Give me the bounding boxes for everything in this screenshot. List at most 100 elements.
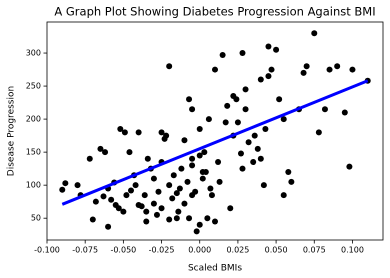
plot-frame bbox=[46, 21, 384, 241]
scatter-point bbox=[135, 129, 142, 136]
x-tick-label: -0.100 bbox=[34, 246, 60, 255]
scatter-point bbox=[189, 155, 196, 162]
x-tick-label: 0.050 bbox=[265, 246, 288, 255]
x-tick-label: -0.050 bbox=[110, 246, 136, 255]
scatter-point bbox=[150, 200, 157, 207]
scatter-point bbox=[143, 218, 150, 225]
scatter-point bbox=[303, 63, 310, 70]
scatter-point bbox=[92, 198, 99, 205]
scatter-point bbox=[239, 165, 246, 172]
scatter-point bbox=[138, 203, 145, 210]
x-axis-label: Scaled BMIs bbox=[188, 264, 242, 274]
scatter-point bbox=[199, 175, 206, 182]
scatter-point bbox=[163, 132, 170, 139]
scatter-point bbox=[265, 43, 272, 50]
scatter-point bbox=[239, 50, 246, 57]
scatter-point bbox=[201, 149, 208, 156]
chart-title: A Graph Plot Showing Diabetes Progressio… bbox=[54, 5, 375, 19]
scatter-point bbox=[62, 180, 69, 187]
scatter-point bbox=[105, 223, 112, 230]
scatter-point bbox=[175, 208, 182, 215]
scatter-point bbox=[222, 119, 229, 126]
scatter-point bbox=[74, 182, 81, 189]
scatter-point bbox=[196, 221, 203, 228]
y-tick-label: 50 bbox=[31, 214, 41, 223]
scatter-point bbox=[257, 76, 264, 83]
scatter-point bbox=[349, 66, 356, 73]
scatter-point bbox=[120, 208, 127, 215]
scatter-point bbox=[262, 126, 269, 133]
scatter-point bbox=[260, 182, 267, 189]
scatter-point bbox=[326, 66, 333, 73]
scatter-point bbox=[207, 185, 214, 192]
scatter-point bbox=[234, 119, 241, 126]
scatter-point bbox=[141, 192, 148, 199]
scatter-point bbox=[205, 116, 212, 123]
scatter-point bbox=[212, 218, 218, 225]
scatter-point bbox=[300, 69, 307, 76]
scatter-point bbox=[128, 187, 134, 194]
scatter-point bbox=[155, 188, 162, 195]
scatter-point bbox=[215, 159, 222, 166]
scatter-point bbox=[233, 96, 240, 103]
scatter-point bbox=[265, 73, 272, 80]
scatter-point bbox=[117, 126, 124, 133]
scatter-point bbox=[212, 66, 218, 73]
scatter-point bbox=[196, 126, 203, 133]
scatter-point bbox=[181, 137, 188, 144]
scatter-point bbox=[178, 165, 185, 172]
scatter-point bbox=[173, 190, 180, 197]
scatter-point bbox=[158, 129, 165, 136]
scatter-point bbox=[100, 193, 107, 200]
scatter-point bbox=[321, 106, 328, 113]
y-tick-label: 200 bbox=[26, 115, 41, 124]
scatter-point bbox=[219, 52, 226, 59]
scatter-point bbox=[59, 186, 66, 193]
scatter-point bbox=[108, 196, 115, 203]
scatter-point bbox=[199, 168, 206, 175]
y-tick-label: 250 bbox=[26, 82, 41, 91]
scatter-point bbox=[257, 155, 264, 162]
scatter-point bbox=[97, 145, 104, 152]
scatter-point bbox=[254, 145, 261, 152]
scatter-point bbox=[208, 192, 215, 199]
scatter-point bbox=[126, 149, 133, 156]
scatter-point bbox=[173, 215, 180, 222]
scatter-point bbox=[280, 192, 287, 199]
scatter-point bbox=[150, 175, 157, 182]
scatter-point bbox=[89, 216, 96, 223]
y-axis-label: Disease Progression bbox=[7, 86, 17, 176]
scatter-point bbox=[123, 192, 130, 199]
scatter-point bbox=[251, 132, 258, 139]
x-tick-label: -0.075 bbox=[72, 246, 98, 255]
scatter-point bbox=[242, 86, 249, 93]
scatter-point bbox=[115, 205, 122, 212]
scatter-point bbox=[346, 163, 353, 170]
scatter-point bbox=[237, 150, 244, 157]
scatter-point bbox=[186, 96, 193, 103]
scatter-point bbox=[166, 216, 173, 223]
scatter-point bbox=[245, 139, 252, 146]
x-tick-label: 0.025 bbox=[226, 246, 249, 255]
scatter-point bbox=[341, 109, 348, 116]
scatter-point bbox=[315, 129, 322, 136]
scatter-point bbox=[189, 162, 196, 169]
scatter-point bbox=[189, 106, 196, 113]
scatter-point bbox=[192, 188, 199, 195]
scatter-point bbox=[204, 215, 211, 222]
scatter-point bbox=[121, 129, 128, 136]
scatter-point bbox=[196, 152, 203, 159]
scatter-point bbox=[273, 46, 280, 53]
scatter-point bbox=[268, 66, 275, 73]
scatter-point bbox=[276, 96, 283, 103]
scatter-point bbox=[285, 168, 292, 175]
scatter-point bbox=[176, 185, 183, 192]
y-tick-label: 100 bbox=[26, 181, 41, 190]
x-tick-label: -0.025 bbox=[149, 246, 175, 255]
scatter-point bbox=[227, 205, 234, 212]
scatter-point bbox=[334, 63, 341, 70]
scatter-point bbox=[242, 106, 249, 113]
y-tick-label: 300 bbox=[26, 49, 41, 58]
scatter-point bbox=[193, 228, 200, 235]
